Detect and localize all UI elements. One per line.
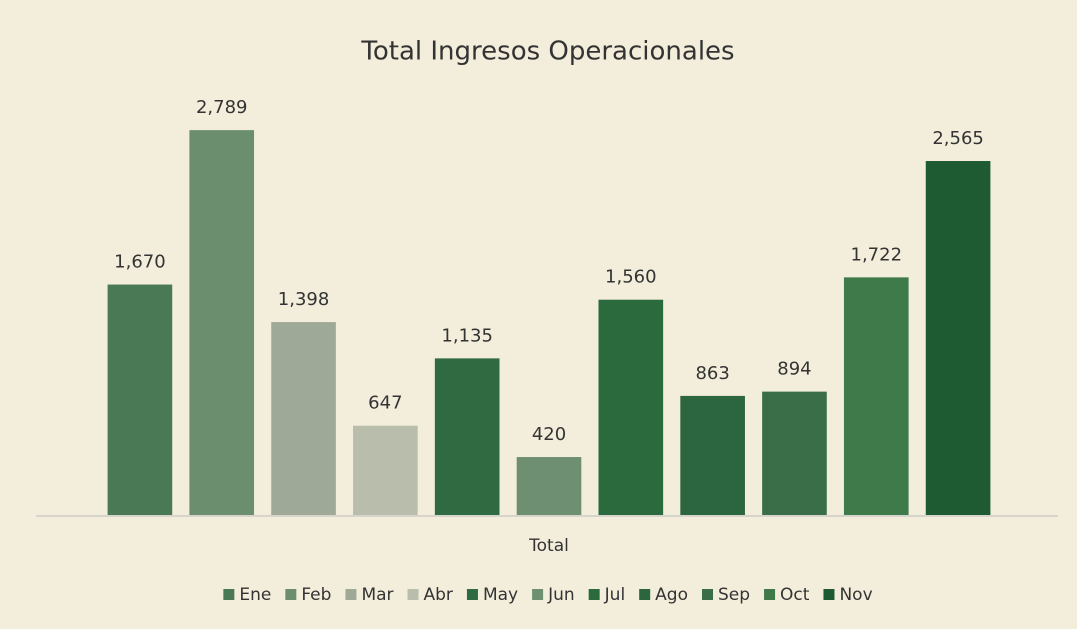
data-label: 894 — [777, 359, 811, 380]
bar — [680, 395, 745, 515]
data-label: 2,565 — [932, 128, 984, 149]
data-label: 647 — [368, 393, 402, 414]
legend-swatch — [285, 589, 297, 600]
data-label: 1,560 — [605, 267, 657, 288]
legend-swatch — [345, 589, 357, 600]
legend-swatch — [639, 589, 651, 600]
legend-label: Feb — [301, 585, 331, 605]
bar — [925, 161, 991, 515]
legend-label: May — [483, 585, 518, 605]
legend-swatch — [466, 589, 478, 600]
data-label: 1,398 — [278, 289, 330, 310]
legend-swatch — [588, 589, 600, 600]
legend-label: Abr — [424, 585, 453, 605]
data-label: 1,670 — [114, 252, 166, 273]
legend-swatch — [702, 589, 714, 600]
data-label: 2,789 — [196, 97, 248, 118]
data-label: 420 — [532, 424, 566, 445]
bar — [434, 358, 500, 515]
legend-swatch — [223, 589, 235, 600]
bar — [271, 322, 336, 515]
bar — [353, 425, 418, 515]
legend-label: Nov — [839, 585, 872, 605]
legend-label: Jun — [547, 585, 575, 605]
legend-swatch — [823, 589, 835, 600]
bar — [598, 299, 664, 515]
bar — [189, 130, 255, 516]
legend-label: Oct — [780, 585, 810, 605]
bar — [762, 391, 827, 515]
bar — [843, 277, 909, 515]
chart-title: Total Ingresos Operacionales — [360, 37, 734, 67]
legend-label: Mar — [361, 585, 393, 605]
data-label: 1,135 — [441, 325, 493, 346]
x-tick-label: Total — [528, 536, 569, 556]
legend-swatch — [764, 589, 776, 600]
data-label: 1,722 — [851, 244, 903, 265]
legend-swatch — [407, 589, 419, 600]
legend-label: Ago — [655, 585, 688, 605]
bar — [107, 284, 173, 515]
data-label: 863 — [695, 363, 729, 384]
bar — [516, 457, 582, 515]
legend-swatch — [532, 589, 544, 600]
legend-label: Jul — [604, 585, 626, 605]
legend-label: Ene — [239, 585, 271, 605]
legend-label: Sep — [718, 585, 750, 605]
